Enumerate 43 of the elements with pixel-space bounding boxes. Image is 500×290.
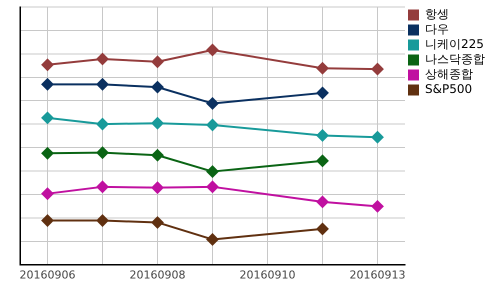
point — [316, 196, 328, 208]
point — [206, 118, 218, 131]
point — [206, 166, 218, 178]
point — [152, 149, 164, 162]
point — [206, 233, 218, 246]
x-tick-label: 20160908 — [130, 268, 186, 282]
point — [96, 146, 108, 159]
point — [316, 129, 328, 142]
point — [42, 214, 54, 227]
point — [206, 44, 218, 56]
point — [96, 180, 108, 193]
point — [152, 117, 164, 130]
point — [372, 63, 384, 76]
point — [206, 180, 218, 193]
point — [372, 200, 384, 212]
point — [96, 118, 108, 130]
x-tick-label: 20160910 — [240, 268, 296, 282]
legend-label: 상해종합 — [425, 67, 473, 82]
point — [316, 154, 328, 167]
legend-label: 나스닥종합 — [425, 52, 485, 66]
point — [152, 216, 164, 228]
point — [316, 222, 328, 235]
legend-label: S&P500 — [425, 82, 472, 96]
legend-label: 다우 — [425, 22, 449, 36]
x-tick-label: 20160906 — [20, 268, 76, 282]
point — [42, 188, 54, 200]
point — [96, 214, 108, 227]
point — [316, 86, 328, 99]
x-tick-label: 20160913 — [350, 268, 406, 282]
point — [42, 58, 54, 71]
point — [42, 112, 54, 124]
point — [152, 81, 164, 94]
point — [316, 62, 328, 74]
point — [42, 78, 54, 90]
point — [96, 52, 108, 65]
point — [96, 78, 108, 90]
legend-label: 니케이225 — [425, 37, 484, 52]
point — [152, 56, 164, 68]
point — [206, 97, 218, 110]
legend-label: 항셍 — [425, 7, 449, 22]
point — [152, 182, 164, 194]
point — [42, 147, 54, 160]
point — [372, 131, 384, 144]
